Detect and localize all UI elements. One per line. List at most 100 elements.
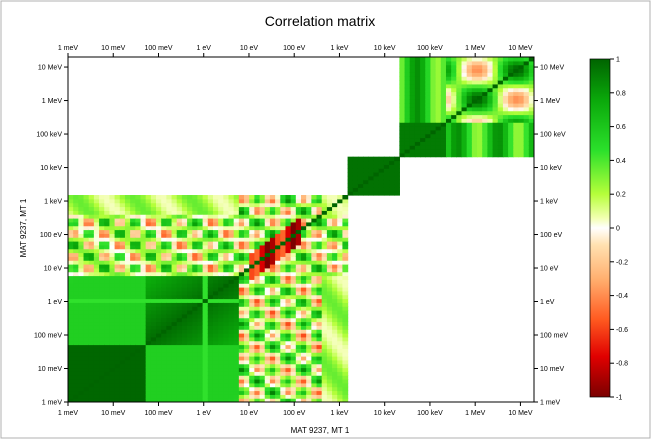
heatmap-cell [99,283,105,288]
heatmap-cell [233,298,240,303]
heatmap-cell [124,202,131,208]
heatmap-cell [171,229,178,234]
heatmap-cell [99,336,105,342]
heatmap-cell [249,221,255,227]
heatmap-cell [487,133,494,139]
heatmap-cell [264,195,271,200]
heatmap-cell [192,248,199,254]
heatmap-cell [306,264,312,269]
heatmap-cell [156,344,162,349]
heatmap-cell [497,83,504,89]
heatmap-cell [124,244,131,250]
heatmap-cell [342,379,349,384]
heatmap-cell [176,363,183,369]
heatmap-cell [275,252,281,257]
heatmap-cell [166,210,173,215]
heatmap-cell [518,83,525,89]
heatmap-cell [119,218,126,223]
heatmap-cell [347,179,354,185]
heatmap-cell [295,317,302,323]
heatmap-cell [192,206,199,211]
heatmap-cell [337,310,344,315]
heatmap-cell [316,390,323,395]
heatmap-cell [425,133,432,139]
heatmap-cell [130,290,136,296]
heatmap-cell [254,218,261,223]
heatmap-cell [202,267,209,273]
heatmap-cell [207,336,214,342]
heatmap-cell [502,126,509,131]
heatmap-cell [295,206,302,211]
heatmap-cell [254,394,261,399]
heatmap-cell [207,359,214,365]
heatmap-cell [150,283,157,288]
heatmap-cell [316,344,323,349]
heatmap-cell [104,279,111,284]
heatmap-cell [228,287,235,292]
heatmap-cell [435,118,442,123]
heatmap-cell [73,195,79,200]
heatmap-cell [207,221,214,227]
heatmap-cell [275,195,281,200]
heatmap-cell [150,344,157,349]
heatmap-cell [301,359,307,365]
heatmap-cell [119,248,126,254]
heatmap-cell [130,363,136,369]
heatmap-cell [212,248,219,254]
heatmap-cell [119,340,126,346]
heatmap-cell [280,317,287,323]
heatmap-cell [244,229,250,234]
heatmap-cell [497,129,504,135]
heatmap-cell [93,306,100,311]
heatmap-cell [497,137,504,142]
heatmap-cell [275,333,281,338]
heatmap-cell [99,244,105,250]
heatmap-cell [523,99,530,104]
heatmap-cell [109,359,116,365]
heatmap-cell [244,210,250,215]
heatmap-cell [212,310,219,315]
heatmap-cell [264,379,271,384]
heatmap-cell [197,398,204,402]
heatmap-cell [135,241,142,246]
heatmap-cell [166,241,173,246]
heatmap-cell [295,306,302,311]
heatmap-cell [150,275,157,280]
heatmap-cell [171,379,178,384]
heatmap-cell [254,290,261,296]
heatmap-cell [73,394,79,399]
heatmap-cell [212,279,219,284]
heatmap-cell [445,64,452,70]
heatmap-cell [492,64,499,70]
heatmap-cell [368,156,375,162]
heatmap-cell [181,344,188,349]
heatmap-cell [435,103,442,108]
heatmap-cell [264,313,271,319]
heatmap-cell [321,367,328,372]
heatmap-cell [259,283,266,288]
heatmap-cell [238,352,245,357]
heatmap-cell [218,279,224,284]
heatmap-cell [471,72,478,77]
heatmap-cell [280,264,287,269]
heatmap-cell [487,99,494,104]
heatmap-cell [269,252,276,257]
heatmap-cell [471,103,478,108]
heatmap-cell [409,106,416,112]
heatmap-cell [88,382,95,388]
heatmap-cell [135,294,142,300]
heatmap-cell [492,99,499,104]
heatmap-cell [238,237,245,242]
heatmap-cell [114,237,121,242]
heatmap-cell [342,214,349,219]
heatmap-cell [218,386,224,392]
heatmap-cell [445,91,452,96]
heatmap-cell [528,114,534,119]
heatmap-cell [259,210,266,215]
heatmap-cell [233,260,240,265]
heatmap-cell [124,260,131,265]
heatmap-cell [264,317,271,323]
heatmap-cell [114,298,121,303]
heatmap-cell [285,344,292,349]
heatmap-cell [161,348,167,353]
